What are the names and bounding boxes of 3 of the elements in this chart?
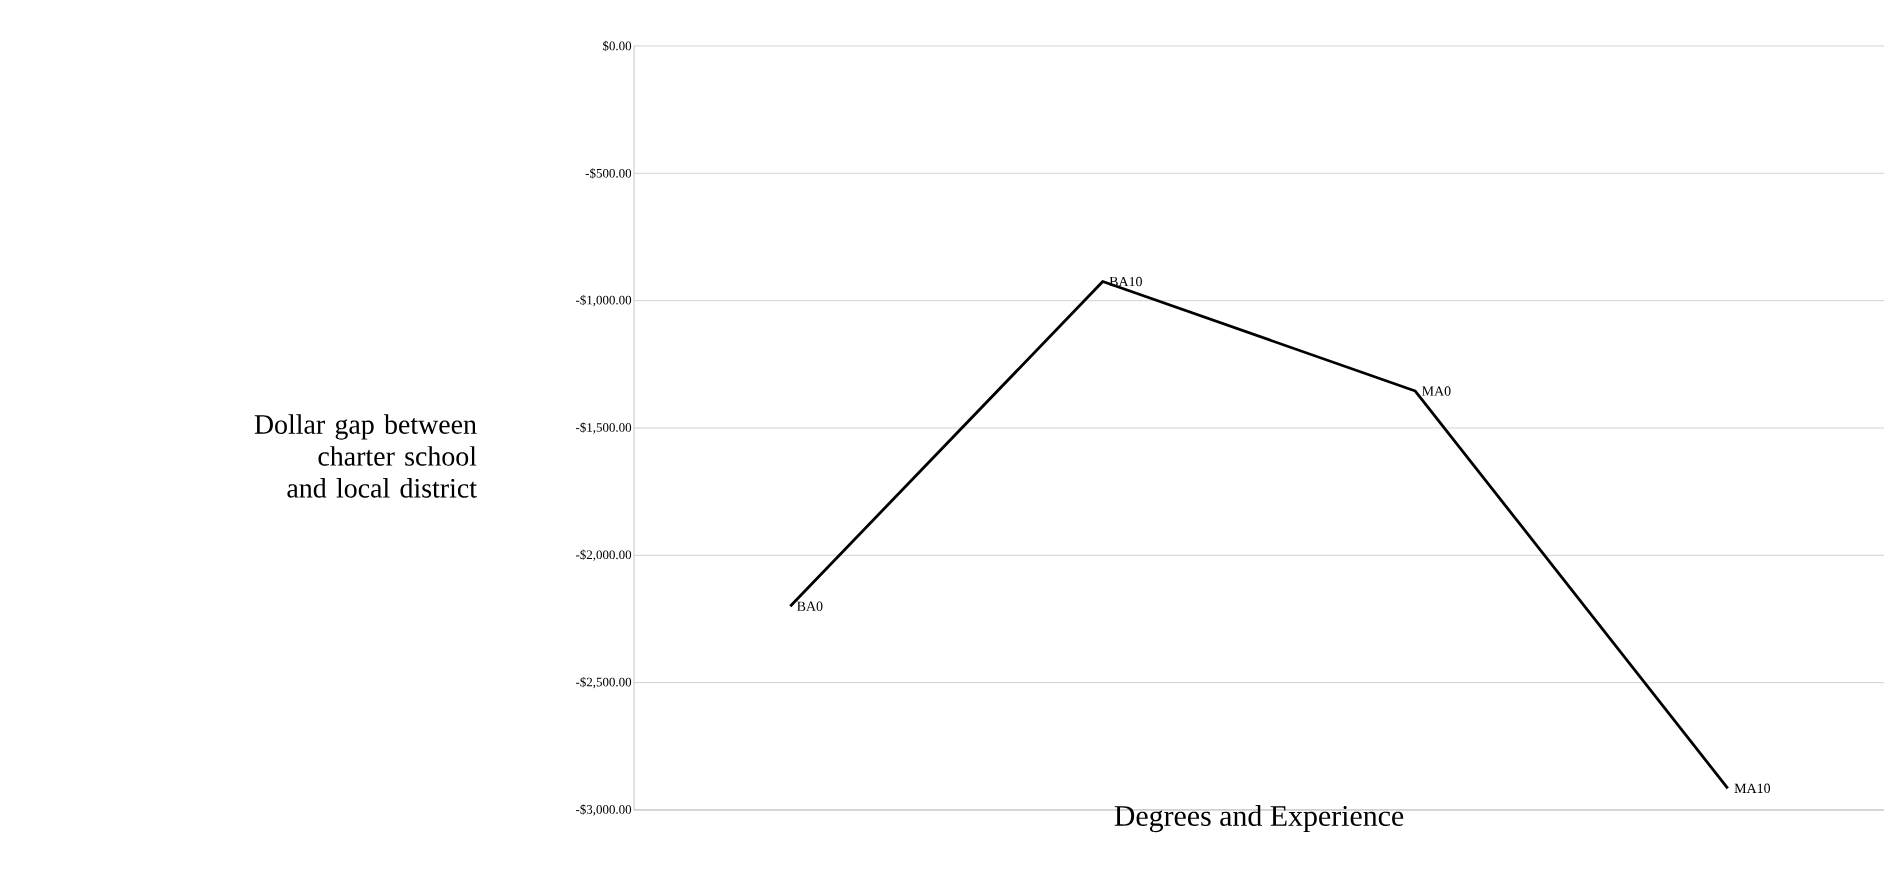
line-series bbox=[788, 280, 1730, 790]
x-axis-title: Degrees and Experience bbox=[1114, 805, 1404, 833]
y-axis-title: Dollar gap between charter school and local district bbox=[254, 414, 477, 498]
